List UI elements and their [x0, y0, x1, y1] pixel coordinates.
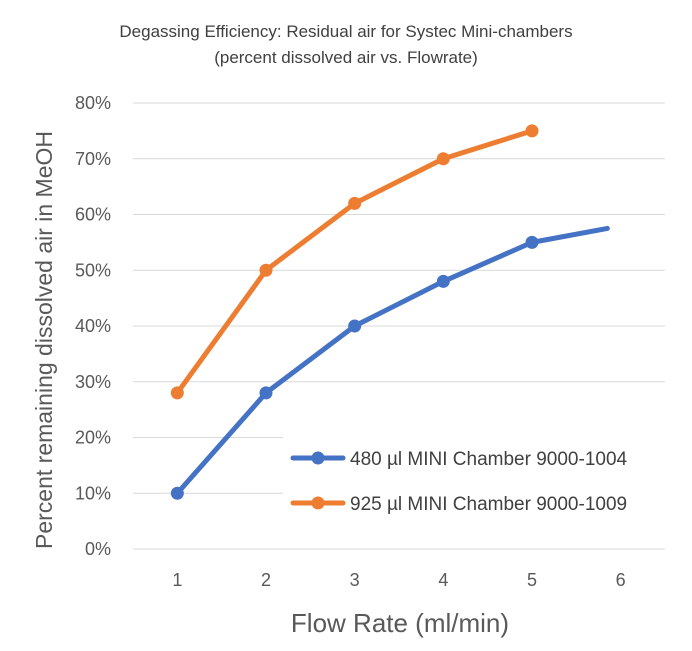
- y-tick-label: 60%: [75, 205, 111, 225]
- x-axis-ticks: 1 2 3 4 5 6: [172, 570, 625, 590]
- data-point: [348, 196, 362, 210]
- data-point: [525, 124, 539, 138]
- chart-title-line1: Degassing Efficiency: Residual air for S…: [119, 22, 572, 41]
- data-point: [525, 235, 539, 249]
- gridlines: [133, 102, 665, 550]
- series-line-2: [174, 128, 535, 396]
- legend-background: [283, 432, 668, 524]
- y-tick-label: 0%: [85, 539, 111, 559]
- y-tick-label: 40%: [75, 316, 111, 336]
- x-tick-label: 4: [438, 570, 448, 590]
- series-group: [170, 124, 610, 500]
- series-line-1: [174, 225, 610, 496]
- chart-title-line2: (percent dissolved air vs. Flowrate): [214, 48, 478, 67]
- x-tick-label: 3: [350, 570, 360, 590]
- y-tick-label: 70%: [75, 149, 111, 169]
- y-tick-label: 10%: [75, 483, 111, 503]
- data-point: [436, 274, 450, 288]
- x-tick-label: 6: [616, 570, 626, 590]
- y-axis-title: Percent remaining dissolved air in MeOH: [31, 131, 57, 549]
- y-axis-ticks: 0% 10% 20% 30% 40% 50% 60% 70% 80%: [75, 93, 111, 559]
- legend-label-1: 480 µl MINI Chamber 9000-1004: [350, 449, 628, 470]
- x-tick-label: 5: [527, 570, 537, 590]
- legend-marker-1: [311, 451, 325, 465]
- y-tick-label: 20%: [75, 428, 111, 448]
- y-tick-label: 50%: [75, 260, 111, 280]
- legend-marker-2: [311, 496, 325, 510]
- x-axis-title: Flow Rate (ml/min): [291, 608, 509, 638]
- legend: 480 µl MINI Chamber 9000-1004 925 µl MINI…: [290, 449, 628, 515]
- y-tick-label: 30%: [75, 372, 111, 392]
- data-point: [348, 319, 362, 333]
- x-tick-label: 2: [261, 570, 271, 590]
- data-point: [259, 263, 273, 277]
- data-point: [259, 386, 273, 400]
- legend-label-2: 925 µl MINI Chamber 9000-1009: [350, 494, 627, 515]
- x-tick-label: 1: [172, 570, 182, 590]
- y-tick-label: 80%: [75, 93, 111, 113]
- data-point: [170, 386, 184, 400]
- data-point: [436, 152, 450, 166]
- data-point: [170, 486, 184, 500]
